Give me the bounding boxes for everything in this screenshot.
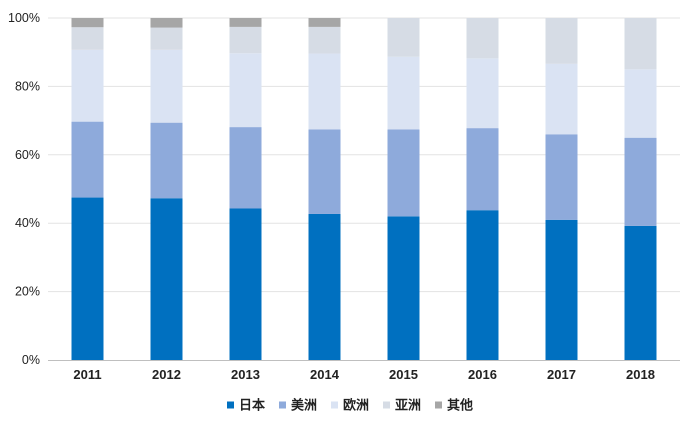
bar-segment: [71, 18, 104, 28]
legend-swatch: [435, 401, 442, 409]
x-tick-label: 2018: [626, 367, 655, 382]
bar-segment: [150, 18, 183, 28]
bar-segment: [229, 127, 262, 209]
bar-segment: [387, 18, 420, 57]
bar-stack-2014: [308, 18, 341, 360]
bar-segment: [229, 53, 262, 128]
bar-segment: [150, 198, 183, 360]
bar-segment: [624, 137, 657, 226]
bar-segment: [71, 49, 104, 122]
bar-segment: [71, 197, 104, 360]
y-tick-label: 20%: [15, 285, 40, 299]
bar-segment: [545, 63, 578, 135]
bar-segment: [624, 69, 657, 138]
legend-label: 日本: [239, 398, 265, 414]
x-tick-label: 2016: [468, 367, 497, 382]
legend-item: 亚洲: [383, 399, 421, 414]
bar-segment: [545, 134, 578, 220]
x-tick-label: 2012: [152, 367, 181, 382]
bar-segment: [466, 210, 499, 360]
bar-segment: [308, 53, 341, 130]
bar-segment: [229, 26, 262, 54]
bar-stack-2011: [71, 18, 104, 360]
y-tick-label: 40%: [15, 216, 40, 230]
y-tick-label: 0%: [22, 353, 40, 367]
legend-swatch: [331, 401, 338, 409]
bar-segment: [71, 27, 104, 50]
bar-segment: [229, 18, 262, 27]
bar-segment: [308, 18, 341, 27]
x-tick-label: 2015: [389, 367, 418, 382]
legend-label: 亚洲: [395, 399, 421, 414]
bar-stack-2015: [387, 18, 420, 360]
bar-segment: [466, 128, 499, 211]
bar-segment: [545, 219, 578, 360]
y-tick-label: 100%: [8, 11, 40, 25]
legend-label: 欧洲: [343, 398, 369, 414]
y-tick-label: 80%: [15, 79, 40, 93]
bar-segment: [387, 216, 420, 360]
bar-segment: [624, 18, 657, 70]
legend-item: 欧洲: [331, 398, 369, 414]
legend-label: 美洲: [291, 398, 317, 414]
legend-swatch: [227, 401, 234, 409]
bar-segment: [624, 225, 657, 360]
bar-stack-2016: [466, 18, 499, 360]
legend-swatch: [383, 401, 390, 409]
bar-segment: [150, 122, 183, 199]
x-axis-category-labels: 2011 2012 2013 2014 2015 2016 2017 2018: [73, 367, 655, 382]
bar-segment: [229, 208, 262, 360]
y-axis-tick-labels: 0% 20% 40% 60% 80% 100%: [8, 11, 40, 367]
bar-segment: [150, 27, 183, 50]
x-tick-label: 2014: [310, 367, 340, 382]
bar-stack-2013: [229, 18, 262, 360]
bar-segment: [308, 129, 341, 214]
y-tick-label: 60%: [15, 148, 40, 162]
bar-segment: [466, 58, 499, 129]
bar-segment: [308, 26, 341, 54]
x-tick-label: 2017: [547, 367, 576, 382]
legend-item: 其他: [435, 398, 473, 414]
legend: 日本 美洲 欧洲 亚洲 其他: [227, 398, 473, 414]
bars: [71, 18, 657, 360]
bar-segment: [466, 18, 499, 59]
bar-stack-2017: [545, 18, 578, 360]
legend-item: 美洲: [279, 398, 317, 414]
bar-segment: [71, 121, 104, 198]
bar-stack-2018: [624, 18, 657, 360]
gridlines: [48, 17, 680, 293]
bar-segment: [387, 129, 420, 217]
bar-segment: [545, 18, 578, 64]
bar-segment: [387, 56, 420, 130]
x-tick-label: 2013: [231, 367, 260, 382]
bar-segment: [308, 213, 341, 360]
x-tick-label: 2011: [73, 367, 101, 382]
legend-label: 其他: [447, 398, 473, 414]
bar-segment: [150, 49, 183, 123]
bar-stack-2012: [150, 18, 183, 360]
legend-item: 日本: [227, 398, 265, 414]
legend-swatch: [279, 401, 286, 409]
